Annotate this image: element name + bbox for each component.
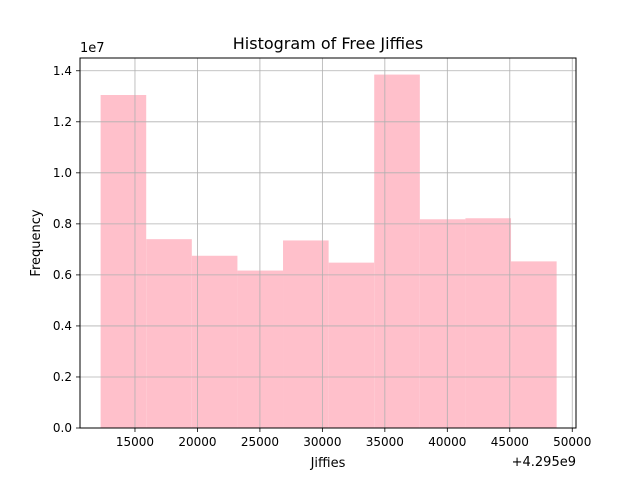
y-tick-label: 1.4: [53, 64, 72, 78]
y-axis-label: Frequency: [29, 209, 44, 276]
x-tick-label: 15000: [116, 435, 154, 449]
chart-title: Histogram of Free Jiffies: [233, 34, 423, 53]
x-offset-label: +4.295e9: [512, 455, 576, 470]
histogram-bar-6: [328, 262, 375, 428]
histogram-bar-9: [465, 218, 512, 428]
y-tick-label: 1.0: [53, 166, 72, 180]
x-axis-label: Jiffies: [310, 456, 346, 471]
ticks-layer: 15000 20000 25000 30000 35000 40000 45000 50000…: [53, 64, 591, 449]
histogram-bar-5: [283, 240, 329, 428]
x-tick-label: 35000: [366, 435, 404, 449]
histogram-bar-8: [419, 219, 466, 428]
x-tick-label: 40000: [428, 435, 466, 449]
x-tick-label: 45000: [491, 435, 529, 449]
histogram-bar-10: [511, 261, 557, 428]
x-tick-label: 25000: [241, 435, 279, 449]
y-tick-label: 0.0: [53, 421, 72, 435]
y-tick-label: 0.4: [53, 319, 72, 333]
y-tick-label: 0.8: [53, 217, 72, 231]
histogram-bar-3: [191, 255, 238, 428]
x-tick-label: 30000: [303, 435, 341, 449]
histogram-bar-7: [374, 74, 420, 428]
histogram-bar-2: [146, 239, 192, 428]
x-tick-label: 50000: [553, 435, 591, 449]
y-tick-label: 0.2: [53, 370, 72, 384]
axes-frame: [79, 57, 577, 429]
histogram-bar-1: [100, 95, 147, 428]
x-tick-label: 20000: [178, 435, 216, 449]
y-scale-label: 1e7: [80, 41, 105, 56]
y-tick-label: 0.6: [53, 268, 72, 282]
y-tick-label: 1.2: [53, 115, 72, 129]
